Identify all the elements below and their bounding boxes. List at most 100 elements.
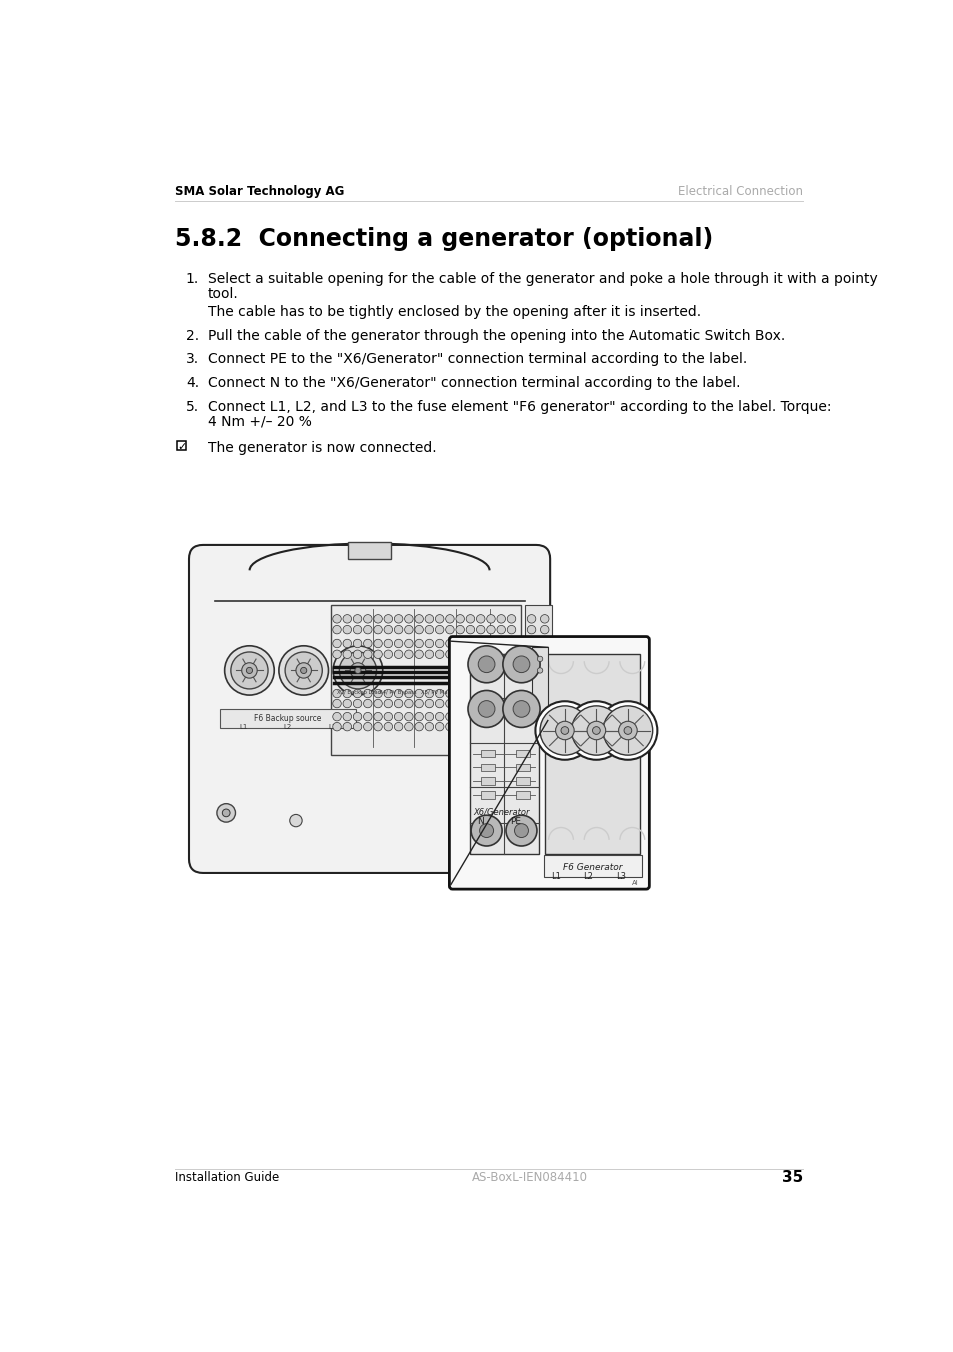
- Circle shape: [555, 721, 574, 740]
- Text: 5.: 5.: [186, 400, 199, 414]
- Circle shape: [476, 713, 484, 721]
- Circle shape: [540, 615, 548, 623]
- Text: N: N: [476, 817, 483, 826]
- Circle shape: [404, 639, 413, 648]
- Circle shape: [394, 713, 402, 721]
- Bar: [516, 750, 530, 757]
- Circle shape: [497, 650, 505, 658]
- Text: SMA Solar Technology AG: SMA Solar Technology AG: [174, 185, 344, 197]
- Text: X5/ PV Main: X5/ PV Main: [420, 690, 452, 695]
- Circle shape: [333, 713, 341, 721]
- Circle shape: [363, 615, 372, 623]
- Bar: [348, 542, 391, 558]
- Circle shape: [466, 713, 475, 721]
- Circle shape: [507, 626, 516, 634]
- Circle shape: [363, 722, 372, 731]
- Circle shape: [353, 615, 361, 623]
- Circle shape: [456, 639, 464, 648]
- Circle shape: [527, 626, 536, 634]
- Circle shape: [527, 722, 536, 731]
- Circle shape: [435, 626, 443, 634]
- Circle shape: [468, 646, 505, 683]
- Circle shape: [445, 690, 454, 698]
- Circle shape: [394, 650, 402, 658]
- Circle shape: [513, 700, 529, 718]
- Text: Installation Guide: Installation Guide: [174, 1171, 279, 1183]
- Circle shape: [497, 722, 505, 731]
- Text: 3.: 3.: [186, 353, 199, 366]
- Circle shape: [425, 615, 434, 623]
- Circle shape: [497, 639, 505, 648]
- Circle shape: [384, 626, 393, 634]
- Circle shape: [445, 713, 454, 721]
- Circle shape: [598, 702, 657, 760]
- Circle shape: [394, 722, 402, 731]
- Circle shape: [384, 615, 393, 623]
- Bar: [545, 653, 639, 853]
- Text: X1/ Backup Load: X1/ Backup Load: [336, 690, 380, 695]
- Circle shape: [353, 690, 361, 698]
- Circle shape: [363, 650, 372, 658]
- Text: L2: L2: [582, 872, 593, 882]
- Bar: [516, 764, 530, 771]
- Circle shape: [333, 615, 341, 623]
- Circle shape: [540, 713, 548, 721]
- Circle shape: [527, 713, 536, 721]
- Circle shape: [486, 722, 495, 731]
- Circle shape: [415, 713, 423, 721]
- Circle shape: [514, 823, 528, 837]
- Circle shape: [384, 722, 393, 731]
- Text: F6 Generator: F6 Generator: [562, 863, 622, 872]
- Circle shape: [353, 722, 361, 731]
- Circle shape: [497, 699, 505, 708]
- Circle shape: [415, 626, 423, 634]
- Circle shape: [353, 639, 361, 648]
- Bar: [176, 441, 186, 450]
- Circle shape: [278, 646, 328, 695]
- Circle shape: [384, 639, 393, 648]
- Text: Connect N to the "X6/Generator" connection terminal according to the label.: Connect N to the "X6/Generator" connecti…: [208, 376, 740, 391]
- Circle shape: [222, 808, 230, 817]
- Circle shape: [477, 700, 495, 718]
- Circle shape: [497, 615, 505, 623]
- Circle shape: [333, 690, 341, 698]
- Circle shape: [343, 639, 352, 648]
- Circle shape: [394, 626, 402, 634]
- Circle shape: [471, 815, 501, 846]
- Circle shape: [374, 626, 382, 634]
- Circle shape: [456, 722, 464, 731]
- Circle shape: [353, 699, 361, 708]
- Circle shape: [507, 713, 516, 721]
- Circle shape: [415, 615, 423, 623]
- Text: 5.8.2  Connecting a generator (optional): 5.8.2 Connecting a generator (optional): [174, 227, 713, 251]
- Circle shape: [363, 639, 372, 648]
- Circle shape: [339, 652, 376, 690]
- Bar: [331, 604, 520, 756]
- Circle shape: [353, 650, 361, 658]
- Circle shape: [350, 662, 365, 679]
- Circle shape: [415, 650, 423, 658]
- Circle shape: [456, 713, 464, 721]
- Text: PE: PE: [509, 817, 520, 826]
- Circle shape: [425, 713, 434, 721]
- Circle shape: [374, 699, 382, 708]
- Circle shape: [435, 690, 443, 698]
- Text: AI: AI: [631, 880, 638, 886]
- Circle shape: [425, 722, 434, 731]
- Text: The cable has to be tightly enclosed by the opening after it is inserted.: The cable has to be tightly enclosed by …: [208, 304, 700, 319]
- Circle shape: [300, 668, 307, 673]
- Circle shape: [476, 690, 484, 698]
- Circle shape: [445, 699, 454, 708]
- Circle shape: [456, 626, 464, 634]
- Circle shape: [456, 690, 464, 698]
- Text: Pull the cable of the generator through the opening into the Automatic Switch Bo: Pull the cable of the generator through …: [208, 329, 784, 342]
- Circle shape: [507, 650, 516, 658]
- Circle shape: [384, 713, 393, 721]
- Text: L3: L3: [328, 723, 336, 730]
- Circle shape: [425, 650, 434, 658]
- Bar: [220, 708, 355, 729]
- Circle shape: [363, 690, 372, 698]
- Circle shape: [290, 814, 302, 827]
- Circle shape: [363, 713, 372, 721]
- Circle shape: [404, 626, 413, 634]
